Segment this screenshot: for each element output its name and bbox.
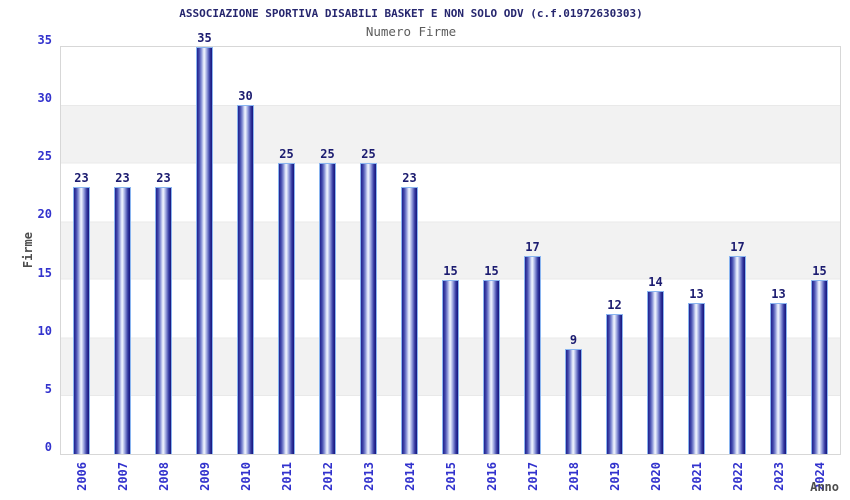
y-axis-ticks: 0 5 10 15 20 25 30 35	[0, 34, 52, 455]
x-tick-label-2013: 2013	[361, 462, 376, 491]
bar-2016	[483, 280, 500, 454]
bar-value-label-2018: 9	[569, 333, 578, 347]
x-tick-label-2012: 2012	[320, 462, 335, 491]
bar-value-label-2006: 23	[74, 171, 89, 185]
x-axis-title: Anno	[810, 480, 839, 494]
y-tick-label-5: 5	[44, 381, 52, 396]
bar-value-label-2019: 12	[607, 298, 622, 312]
bar-value-label-2009: 35	[197, 31, 212, 45]
bar-2021	[688, 303, 705, 454]
bar-2012	[319, 163, 336, 454]
bar-value-label-2010: 30	[238, 89, 253, 103]
bar-2009	[196, 47, 213, 454]
bar-value-label-2008: 23	[156, 171, 171, 185]
bar-value-label-2020: 14	[648, 275, 663, 289]
bar-value-label-2017: 17	[525, 240, 540, 254]
x-tick-label-2021: 2021	[689, 462, 704, 491]
bar-2007	[114, 187, 131, 454]
x-tick-label-2022: 2022	[730, 462, 745, 491]
x-tick-label-2015: 2015	[443, 462, 458, 491]
x-tick-label-2011: 2011	[279, 462, 294, 491]
x-axis: 2006 2007 2008 2009 2010 2011 2012 2013 2014 2015…	[60, 455, 841, 500]
x-tick-label-2023: 2023	[771, 462, 786, 491]
bar-value-label-2021: 13	[689, 287, 704, 301]
bar-2020	[647, 291, 664, 454]
x-tick-label-2008: 2008	[156, 462, 171, 491]
bar-2011	[278, 163, 295, 454]
bar-2015	[442, 280, 459, 454]
bar-2010	[237, 105, 254, 454]
y-tick-label-25: 25	[37, 149, 52, 164]
bar-2006	[73, 187, 90, 454]
bar-value-label-2013: 25	[361, 147, 376, 161]
bar-value-label-2023: 13	[771, 287, 786, 301]
bar-2019	[606, 314, 623, 454]
bar-value-label-2011: 25	[279, 147, 294, 161]
bar-value-label-2022: 17	[730, 240, 745, 254]
plot-area: 23 23 23 35 30 25 25 25 23 15 15 17 9 12 14 13 17 13 15	[60, 32, 841, 455]
x-tick-label-2017: 2017	[525, 462, 540, 491]
bar-2022	[729, 256, 746, 454]
bar-2023	[770, 303, 787, 454]
x-tick-label-2020: 2020	[648, 462, 663, 491]
x-tick-label-2016: 2016	[484, 462, 499, 491]
x-tick-label-2019: 2019	[607, 462, 622, 491]
bar-value-label-2015: 15	[443, 264, 458, 278]
bar-value-label-2024: 15	[812, 264, 827, 278]
bar-2018	[565, 349, 582, 454]
y-tick-label-15: 15	[37, 265, 52, 280]
x-tick-label-2014: 2014	[402, 462, 417, 491]
x-tick-label-2009: 2009	[197, 462, 212, 491]
y-tick-label-20: 20	[37, 207, 52, 222]
bar-value-label-2014: 23	[402, 171, 417, 185]
bar-2014	[401, 187, 418, 454]
y-tick-label-0: 0	[44, 440, 52, 454]
x-tick-label-2018: 2018	[566, 462, 581, 491]
bar-value-label-2012: 25	[320, 147, 335, 161]
x-tick-label-2007: 2007	[115, 462, 130, 491]
chart-title: ASSOCIAZIONE SPORTIVA DISABILI BASKET E …	[179, 7, 643, 20]
bar-2024	[811, 280, 828, 454]
bar-value-label-2007: 23	[115, 171, 130, 185]
bar-value-label-2016: 15	[484, 264, 499, 278]
x-tick-label-2006: 2006	[74, 462, 89, 491]
chart-header: ASSOCIAZIONE SPORTIVA DISABILI BASKET E …	[0, 0, 836, 39]
y-tick-label-30: 30	[37, 91, 52, 106]
x-tick-label-2010: 2010	[238, 462, 253, 491]
y-tick-label-10: 10	[37, 323, 52, 338]
bar-2008	[155, 187, 172, 454]
bar-2017	[524, 256, 541, 454]
bar-2013	[360, 163, 377, 454]
chart-subtitle: Numero Firme	[365, 24, 457, 39]
bars-layer: 23 23 23 35 30 25 25 25 23 15 15 17 9 12 14 13 17 13 15	[61, 32, 840, 454]
y-tick-label-35: 35	[37, 33, 52, 47]
